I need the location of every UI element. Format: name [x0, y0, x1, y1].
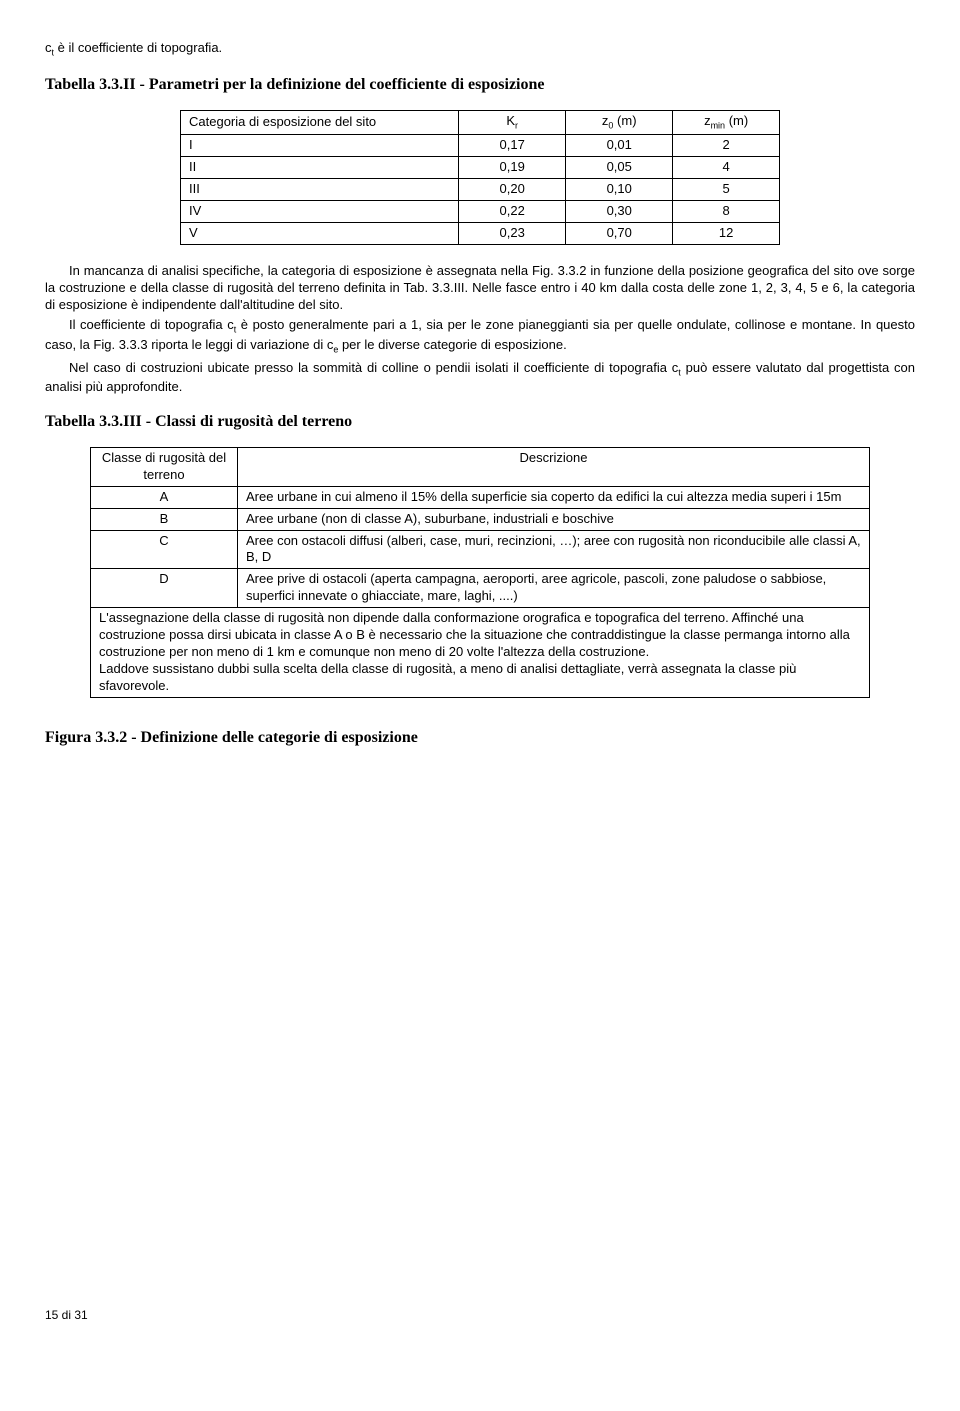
table-parametri: Categoria di esposizione del sito Kr z0 …: [180, 110, 780, 245]
table-cell: C: [91, 530, 238, 569]
table-row: III0,200,105: [181, 179, 780, 201]
th2-c1-l2: terreno: [143, 467, 184, 482]
table-cell: 8: [673, 201, 780, 223]
th2-col2: Descrizione: [238, 448, 870, 487]
table-cell: V: [181, 222, 459, 244]
table-row: I0,170,012: [181, 135, 780, 157]
intro-rest: è il coefficiente di topografia.: [54, 40, 222, 55]
kr-sub: r: [515, 121, 518, 131]
table-cell: 5: [673, 179, 780, 201]
table-cell: 4: [673, 157, 780, 179]
table-cell: 2: [673, 135, 780, 157]
p2a: Il coefficiente di topografia c: [69, 317, 234, 332]
page-footer: 15 di 31: [45, 1308, 915, 1324]
table-row: DAree prive di ostacoli (aperta campagna…: [91, 569, 870, 608]
th2-col1: Classe di rugosità del terreno: [91, 448, 238, 487]
table-cell: 0,10: [566, 179, 673, 201]
table-row: CAree con ostacoli diffusi (alberi, case…: [91, 530, 870, 569]
table2-note-row: L'assegnazione della classe di rugosità …: [91, 608, 870, 697]
table-row: V0,230,7012: [181, 222, 780, 244]
table-cell: 0,05: [566, 157, 673, 179]
section-title-3: Figura 3.3.2 - Definizione delle categor…: [45, 728, 915, 749]
table-cell: 0,19: [459, 157, 566, 179]
table-cell: 0,17: [459, 135, 566, 157]
zmin-unit: (m): [725, 113, 748, 128]
table-cell: B: [91, 508, 238, 530]
table-cell: 0,01: [566, 135, 673, 157]
table-cell: III: [181, 179, 459, 201]
table-cell: 12: [673, 222, 780, 244]
p3a: Nel caso di costruzioni ubicate presso l…: [69, 360, 678, 375]
th2-c1-l1: Classe di rugosità del: [102, 450, 226, 465]
table-cell: I: [181, 135, 459, 157]
section-title-2: Tabella 3.3.III - Classi di rugosità del…: [45, 412, 915, 433]
table-row: BAree urbane (non di classe A), suburban…: [91, 508, 870, 530]
paragraph-2: Il coefficiente di topografia ct è posto…: [45, 317, 915, 356]
table-cell: Aree urbane in cui almeno il 15% della s…: [238, 486, 870, 508]
section-title-1: Tabella 3.3.II - Parametri per la defini…: [45, 75, 915, 96]
th-categoria: Categoria di esposizione del sito: [181, 111, 459, 135]
z0-unit: (m): [613, 113, 636, 128]
table-rugosita: Classe di rugosità del terreno Descrizio…: [90, 447, 870, 698]
table-cell: Aree con ostacoli diffusi (alberi, case,…: [238, 530, 870, 569]
table-cell: 0,23: [459, 222, 566, 244]
table-cell: 0,20: [459, 179, 566, 201]
table-row: IV0,220,308: [181, 201, 780, 223]
table-header-row: Categoria di esposizione del sito Kr z0 …: [181, 111, 780, 135]
zmin-sub: min: [711, 121, 726, 131]
table2-header-row: Classe di rugosità del terreno Descrizio…: [91, 448, 870, 487]
table-cell: 0,70: [566, 222, 673, 244]
paragraph-3: Nel caso di costruzioni ubicate presso l…: [45, 360, 915, 396]
table-row: AAree urbane in cui almeno il 15% della …: [91, 486, 870, 508]
th-zmin: zmin (m): [673, 111, 780, 135]
table-cell: Aree prive di ostacoli (aperta campagna,…: [238, 569, 870, 608]
table-row: II0,190,054: [181, 157, 780, 179]
table-cell: 0,30: [566, 201, 673, 223]
table-cell: 0,22: [459, 201, 566, 223]
table-cell: A: [91, 486, 238, 508]
table-cell: D: [91, 569, 238, 608]
p2c: per le diverse categorie di esposizione.: [338, 337, 566, 352]
table-cell: IV: [181, 201, 459, 223]
th-kr: Kr: [459, 111, 566, 135]
intro-line: ct è il coefficiente di topografia.: [45, 40, 915, 59]
paragraph-1: In mancanza di analisi specifiche, la ca…: [45, 263, 915, 314]
table2-note: L'assegnazione della classe di rugosità …: [91, 608, 870, 697]
kr-pre: K: [506, 113, 515, 128]
table-cell: Aree urbane (non di classe A), suburbane…: [238, 508, 870, 530]
table-cell: II: [181, 157, 459, 179]
th-z0: z0 (m): [566, 111, 673, 135]
